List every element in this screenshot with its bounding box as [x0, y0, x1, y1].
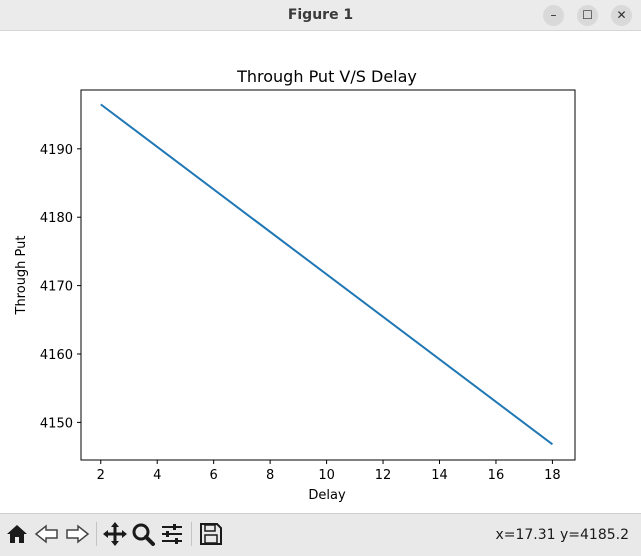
zoom-magnifier-icon — [132, 523, 155, 546]
save-button[interactable] — [197, 520, 225, 548]
x-tick-label: 4 — [153, 468, 161, 483]
x-axis-ticks: 2 4 6 8 10 12 14 16 18 — [97, 460, 561, 483]
back-arrow-icon — [34, 524, 58, 544]
y-tick-label: 4190 — [40, 143, 73, 158]
x-axis-label: Delay — [308, 488, 346, 503]
forward-arrow-icon — [66, 524, 90, 544]
home-icon — [7, 525, 27, 543]
zoom-button[interactable] — [129, 520, 157, 548]
figure-canvas[interactable]: Through Put V/S Delay 2 4 6 8 10 12 14 16 18 415… — [0, 31, 641, 513]
save-floppy-icon — [200, 523, 222, 545]
home-button[interactable] — [3, 520, 31, 548]
x-tick-label: 14 — [431, 468, 448, 483]
series-layer — [100, 103, 554, 446]
y-tick-label: 4150 — [40, 416, 73, 431]
x-tick-label: 18 — [544, 468, 561, 483]
toolbar-separator — [191, 522, 192, 546]
y-tick-label: 4160 — [40, 348, 73, 363]
plot-area-frame — [80, 89, 576, 461]
x-tick-label: 6 — [210, 468, 218, 483]
title-bar: Figure 1 – ☐ ✕ — [0, 0, 641, 31]
pan-button[interactable] — [101, 520, 129, 548]
navigation-toolbar: x=17.31 y=4185.2 — [0, 513, 641, 556]
maximize-button[interactable]: ☐ — [577, 5, 598, 26]
y-axis-ticks: 4150 4160 4170 4180 4190 — [40, 143, 81, 431]
close-button[interactable]: ✕ — [611, 5, 632, 26]
y-axis-label: Through Put — [14, 235, 29, 315]
back-button[interactable] — [33, 520, 61, 548]
x-tick-label: 2 — [97, 468, 105, 483]
y-tick-label: 4180 — [40, 211, 73, 226]
line-chart: Through Put V/S Delay 2 4 6 8 10 12 14 16 18 415… — [14, 67, 576, 503]
configure-subplots-button[interactable] — [158, 520, 186, 548]
series-line-0 — [100, 103, 554, 446]
chart-title: Through Put V/S Delay — [236, 67, 417, 86]
window-title: Figure 1 — [287, 7, 354, 23]
forward-button[interactable] — [63, 520, 91, 548]
configure-subplots-icon — [162, 524, 182, 544]
cursor-coordinates: x=17.31 y=4185.2 — [495, 527, 629, 543]
x-tick-label: 12 — [375, 468, 392, 483]
x-tick-label: 16 — [488, 468, 505, 483]
x-tick-label: 10 — [318, 468, 335, 483]
toolbar-separator — [96, 522, 97, 546]
x-tick-label: 8 — [266, 468, 274, 483]
pan-move-icon — [103, 522, 127, 546]
y-tick-label: 4170 — [40, 280, 73, 295]
minimize-button[interactable]: – — [543, 5, 564, 26]
